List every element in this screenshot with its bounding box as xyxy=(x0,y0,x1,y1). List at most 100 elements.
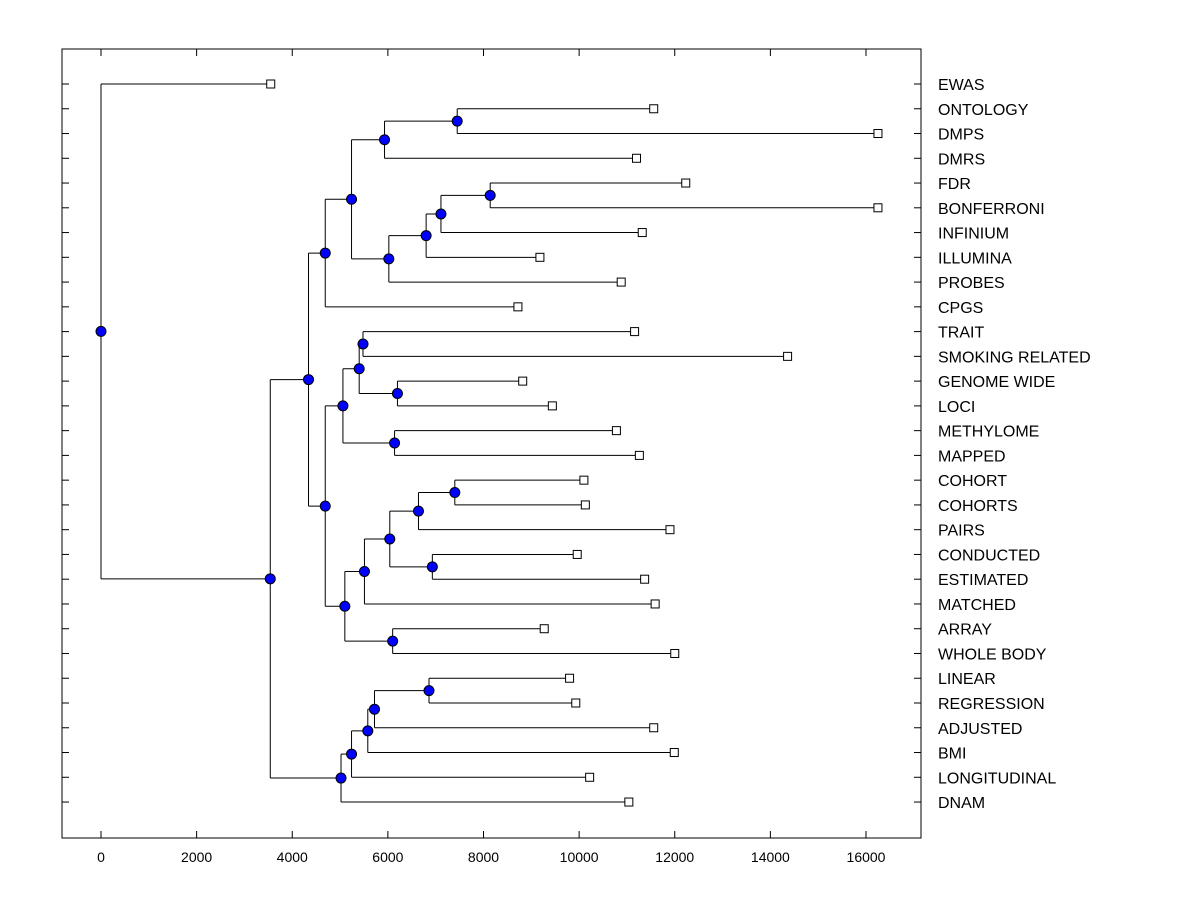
leaf-marker-conducted xyxy=(572,549,582,559)
leaf-marker-matched xyxy=(650,599,660,609)
leaf-marker-mapped xyxy=(634,450,644,460)
leaf-label-pairs: PAIRS xyxy=(938,523,985,540)
leaf-label-whole-body: WHOLE BODY xyxy=(938,646,1047,663)
x-tick-label-4000: 4000 xyxy=(277,849,308,865)
leaf-label-probes: PROBES xyxy=(938,275,1005,292)
leaf-marker-fdr xyxy=(681,178,691,188)
merge-node-m9 xyxy=(357,338,369,350)
merge-node-m17 xyxy=(384,533,396,545)
leaf-marker-bmi xyxy=(669,748,679,758)
leaf-marker-trait xyxy=(630,327,640,337)
x-axis: 0 2000 4000 6000 8000 10000 12000 14000 16000 xyxy=(97,49,886,865)
leaf-label-genome-wide: GENOME WIDE xyxy=(938,374,1055,391)
leaf-label-dmps: DMPS xyxy=(938,127,984,144)
leaf-marker-linear xyxy=(565,673,575,683)
leaf-marker-smoking-related xyxy=(783,351,793,361)
merge-node-m23 xyxy=(423,685,435,697)
leaf-label-smoking-related: SMOKING RELATED xyxy=(938,349,1091,366)
leaf-label-ewas: EWAS xyxy=(938,77,985,94)
merge-node-m19 xyxy=(387,635,399,647)
x-tick-label-14000: 14000 xyxy=(751,849,790,865)
x-tick-label-6000: 6000 xyxy=(372,849,403,865)
leaf-marker-loci xyxy=(547,401,557,411)
leaf-label-array: ARRAY xyxy=(938,622,992,639)
x-tick-label-8000: 8000 xyxy=(468,849,499,865)
leaf-marker-cpgs xyxy=(513,302,523,312)
leaf-label-longitudinal: LONGITUDINAL xyxy=(938,770,1056,787)
leaf-label-cpgs: CPGS xyxy=(938,300,983,317)
leaf-label-bonferroni: BONFERRONI xyxy=(938,201,1045,218)
merge-node-m4 xyxy=(435,208,447,220)
leaf-marker-ontology xyxy=(649,104,659,114)
merge-nodes xyxy=(95,115,496,784)
merge-node-m5 xyxy=(420,230,432,242)
merge-node-m14 xyxy=(449,487,461,499)
leaf-marker-adjusted xyxy=(649,723,659,733)
x-tick-label-12000: 12000 xyxy=(655,849,694,865)
leaf-label-cohort: COHORT xyxy=(938,473,1007,490)
merge-node-m22 xyxy=(303,374,315,386)
leaf-marker-methylome xyxy=(611,426,621,436)
merge-node-m26 xyxy=(346,748,358,760)
merge-node-m29 xyxy=(95,325,107,337)
leaf-label-linear: LINEAR xyxy=(938,671,996,688)
merge-node-m21 xyxy=(319,500,331,512)
leaf-marker-pairs xyxy=(665,525,675,535)
leaf-label-adjusted: ADJUSTED xyxy=(938,721,1022,738)
leaf-label-ontology: ONTOLOGY xyxy=(938,102,1029,119)
leaf-marker-cohort xyxy=(579,475,589,485)
merge-node-m11 xyxy=(353,363,365,375)
plot-frame xyxy=(61,48,922,839)
x-tick-label-16000: 16000 xyxy=(847,849,886,865)
leaf-label-mapped: MAPPED xyxy=(938,448,1006,465)
leaf-label-fdr: FDR xyxy=(938,176,971,193)
tick-marks xyxy=(62,83,921,803)
leaf-marker-probes xyxy=(616,277,626,287)
x-tick-label-0: 0 xyxy=(97,849,105,865)
leaf-marker-estimated xyxy=(640,574,650,584)
merge-node-m28 xyxy=(264,573,276,585)
merge-node-m15 xyxy=(412,505,424,517)
leaf-marker-illumina xyxy=(535,252,545,262)
leaf-marker-ewas xyxy=(266,79,276,89)
leaf-markers xyxy=(266,79,883,807)
leaf-label-estimated: ESTIMATED xyxy=(938,572,1028,589)
leaf-marker-infinium xyxy=(637,228,647,238)
merge-node-m10 xyxy=(391,388,403,399)
merge-node-m7 xyxy=(346,193,358,205)
leaf-label-methylome: METHYLOME xyxy=(938,424,1039,441)
merge-node-m12 xyxy=(389,437,401,449)
x-tick-label-2000: 2000 xyxy=(181,849,212,865)
leaf-marker-longitudinal xyxy=(585,772,595,782)
leaf-marker-genome-wide xyxy=(518,376,528,386)
merge-node-m3 xyxy=(484,189,496,201)
dendrogram-branches xyxy=(100,83,878,803)
merge-node-m6 xyxy=(383,253,395,265)
merge-node-m27 xyxy=(335,772,347,784)
leaf-label-loci: LOCI xyxy=(938,399,975,416)
leaf-marker-dmps xyxy=(873,129,883,139)
leaf-label-infinium: INFINIUM xyxy=(938,226,1009,243)
leaf-label-dmrs: DMRS xyxy=(938,151,985,168)
merge-node-m16 xyxy=(426,561,438,573)
merge-node-m25 xyxy=(362,725,374,737)
leaf-label-cohorts: COHORTS xyxy=(938,498,1018,515)
leaf-label-conducted: CONDUCTED xyxy=(938,547,1040,564)
merge-node-m8 xyxy=(319,247,331,259)
leaf-label-trait: TRAIT xyxy=(938,325,984,342)
leaf-label-illumina: ILLUMINA xyxy=(938,250,1012,267)
merge-node-m2 xyxy=(379,134,391,146)
leaf-label-regression: REGRESSION xyxy=(938,696,1045,713)
merge-node-m13 xyxy=(337,400,349,412)
leaf-marker-bonferroni xyxy=(873,203,883,213)
merge-node-m1 xyxy=(451,115,463,127)
leaf-marker-whole-body xyxy=(670,648,680,658)
leaf-label-dnam: DNAM xyxy=(938,795,985,812)
leaf-labels: EWAS ONTOLOGY DMPS DMRS FDR BONFERRONI INFINIU… xyxy=(938,77,1091,812)
leaf-marker-array xyxy=(539,624,549,634)
x-tick-label-10000: 10000 xyxy=(560,849,599,865)
merge-node-m24 xyxy=(368,703,380,715)
leaf-marker-regression xyxy=(571,698,581,708)
leaf-label-bmi: BMI xyxy=(938,746,966,763)
